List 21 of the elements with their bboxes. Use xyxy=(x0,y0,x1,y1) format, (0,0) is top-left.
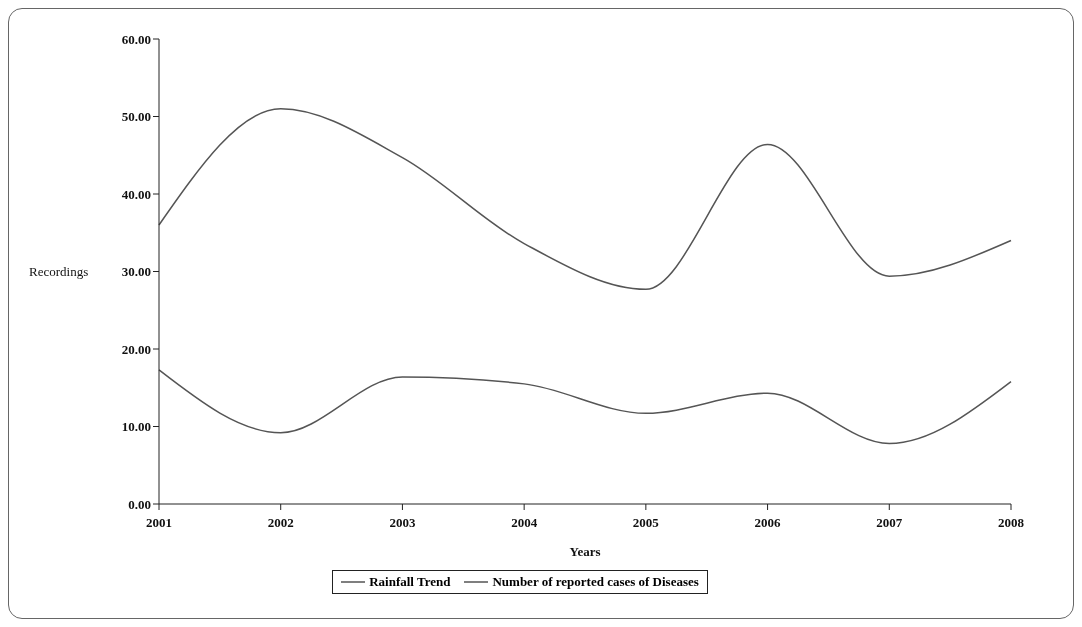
x-tick-label: 2008 xyxy=(998,515,1025,531)
y-tick-label: 0.00 xyxy=(128,496,151,512)
x-tick-label: 2002 xyxy=(267,515,294,531)
line-series xyxy=(158,369,1012,445)
x-tick-label: 2005 xyxy=(632,515,660,531)
y-tick-label: 40.00 xyxy=(121,186,151,202)
y-tick-label: 10.00 xyxy=(121,419,151,435)
legend-label: Number of reported cases of Diseases xyxy=(491,574,699,590)
x-tick-label: 2003 xyxy=(389,515,416,531)
x-tick-label: 2007 xyxy=(876,515,903,531)
x-tick-label: 2006 xyxy=(754,515,782,531)
line-series xyxy=(158,108,1012,291)
x-tick-label: 2001 xyxy=(146,515,172,531)
y-tick-label: 50.00 xyxy=(121,109,151,125)
y-tick-label: 60.00 xyxy=(121,31,151,47)
x-axis-title: Years xyxy=(569,544,601,559)
y-tick-label: 30.00 xyxy=(121,264,151,280)
y-axis-title: Recordings xyxy=(29,264,89,280)
y-tick-label: 20.00 xyxy=(121,341,151,357)
x-tick-label: 2004 xyxy=(511,515,538,531)
legend-label: Rainfall Trend xyxy=(368,574,451,590)
